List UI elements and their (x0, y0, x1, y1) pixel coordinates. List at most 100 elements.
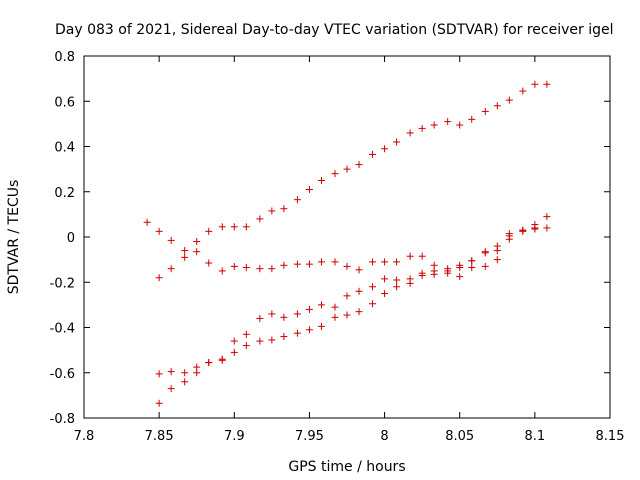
data-point (317, 258, 325, 266)
y-tick-label: 0.6 (54, 95, 75, 110)
data-point (167, 236, 175, 244)
data-point (193, 238, 201, 246)
data-point (193, 248, 201, 256)
data-point (305, 185, 313, 193)
x-tick-label: 8 (380, 429, 388, 444)
data-point (181, 253, 189, 261)
x-tick-label: 7.85 (145, 429, 174, 444)
plot-frame (83, 55, 611, 419)
x-tick-label: 8.15 (596, 429, 625, 444)
data-points (143, 80, 551, 407)
data-point (218, 267, 226, 275)
data-point (218, 223, 226, 231)
data-point (355, 287, 363, 295)
data-point (543, 224, 551, 232)
data-point (242, 223, 250, 231)
data-point (205, 359, 213, 367)
data-point (355, 161, 363, 169)
data-point (493, 247, 501, 255)
data-point (543, 213, 551, 221)
data-point (242, 330, 250, 338)
data-point (531, 224, 539, 232)
data-point (293, 329, 301, 337)
data-point (242, 342, 250, 350)
data-point (167, 265, 175, 273)
data-point (256, 215, 264, 223)
data-point (481, 249, 489, 257)
data-point (343, 165, 351, 173)
data-point (280, 333, 288, 341)
data-point (268, 310, 276, 318)
data-point (406, 252, 414, 260)
y-tick-label: 0.2 (54, 186, 75, 201)
data-point (393, 138, 401, 146)
data-point (293, 196, 301, 204)
data-point (256, 337, 264, 345)
data-point (343, 311, 351, 319)
data-point (230, 348, 238, 356)
data-point (468, 264, 476, 272)
data-point (218, 356, 226, 364)
data-point (155, 399, 163, 407)
data-point (369, 258, 377, 266)
y-tick-label: 0.8 (54, 50, 75, 65)
data-point (305, 326, 313, 334)
data-point (369, 283, 377, 291)
data-point (406, 129, 414, 137)
data-point (369, 300, 377, 308)
data-point (181, 369, 189, 377)
data-point (418, 124, 426, 132)
data-point (381, 275, 389, 283)
data-point (531, 80, 539, 88)
data-point (230, 337, 238, 345)
data-point (505, 96, 513, 104)
data-point (293, 310, 301, 318)
data-point (493, 256, 501, 264)
x-axis-label: GPS time / hours (288, 459, 405, 475)
data-point (293, 260, 301, 268)
data-point (418, 252, 426, 260)
data-point (242, 264, 250, 272)
data-point (155, 370, 163, 378)
data-point (456, 121, 464, 129)
data-point (205, 259, 213, 267)
data-point (481, 262, 489, 270)
data-point (493, 102, 501, 110)
data-point (519, 226, 527, 234)
x-tick-label: 8.1 (525, 429, 546, 444)
data-point (280, 261, 288, 269)
data-point (317, 301, 325, 309)
data-point (444, 269, 452, 277)
data-point (381, 290, 389, 298)
y-tick-label: -0.4 (50, 322, 75, 337)
data-point (430, 270, 438, 278)
data-point (456, 264, 464, 272)
data-point (230, 223, 238, 231)
data-point (268, 336, 276, 344)
data-point (456, 273, 464, 281)
data-point (305, 260, 313, 268)
data-point (343, 262, 351, 270)
data-point (543, 80, 551, 88)
data-point (406, 279, 414, 287)
data-point (331, 303, 339, 311)
data-point (268, 265, 276, 273)
data-point (393, 258, 401, 266)
data-point (305, 305, 313, 313)
y-tick-label: 0 (67, 231, 75, 246)
data-point (268, 207, 276, 215)
data-point (369, 150, 377, 158)
data-point (181, 378, 189, 386)
data-point (481, 107, 489, 115)
data-point (393, 283, 401, 291)
x-tick-label: 7.9 (224, 429, 245, 444)
data-point (468, 115, 476, 123)
data-point (418, 271, 426, 279)
data-point (317, 176, 325, 184)
y-tick-label: 0.4 (54, 141, 75, 156)
data-point (331, 258, 339, 266)
x-tick-label: 8.05 (445, 429, 474, 444)
data-point (230, 262, 238, 270)
data-point (444, 118, 452, 126)
